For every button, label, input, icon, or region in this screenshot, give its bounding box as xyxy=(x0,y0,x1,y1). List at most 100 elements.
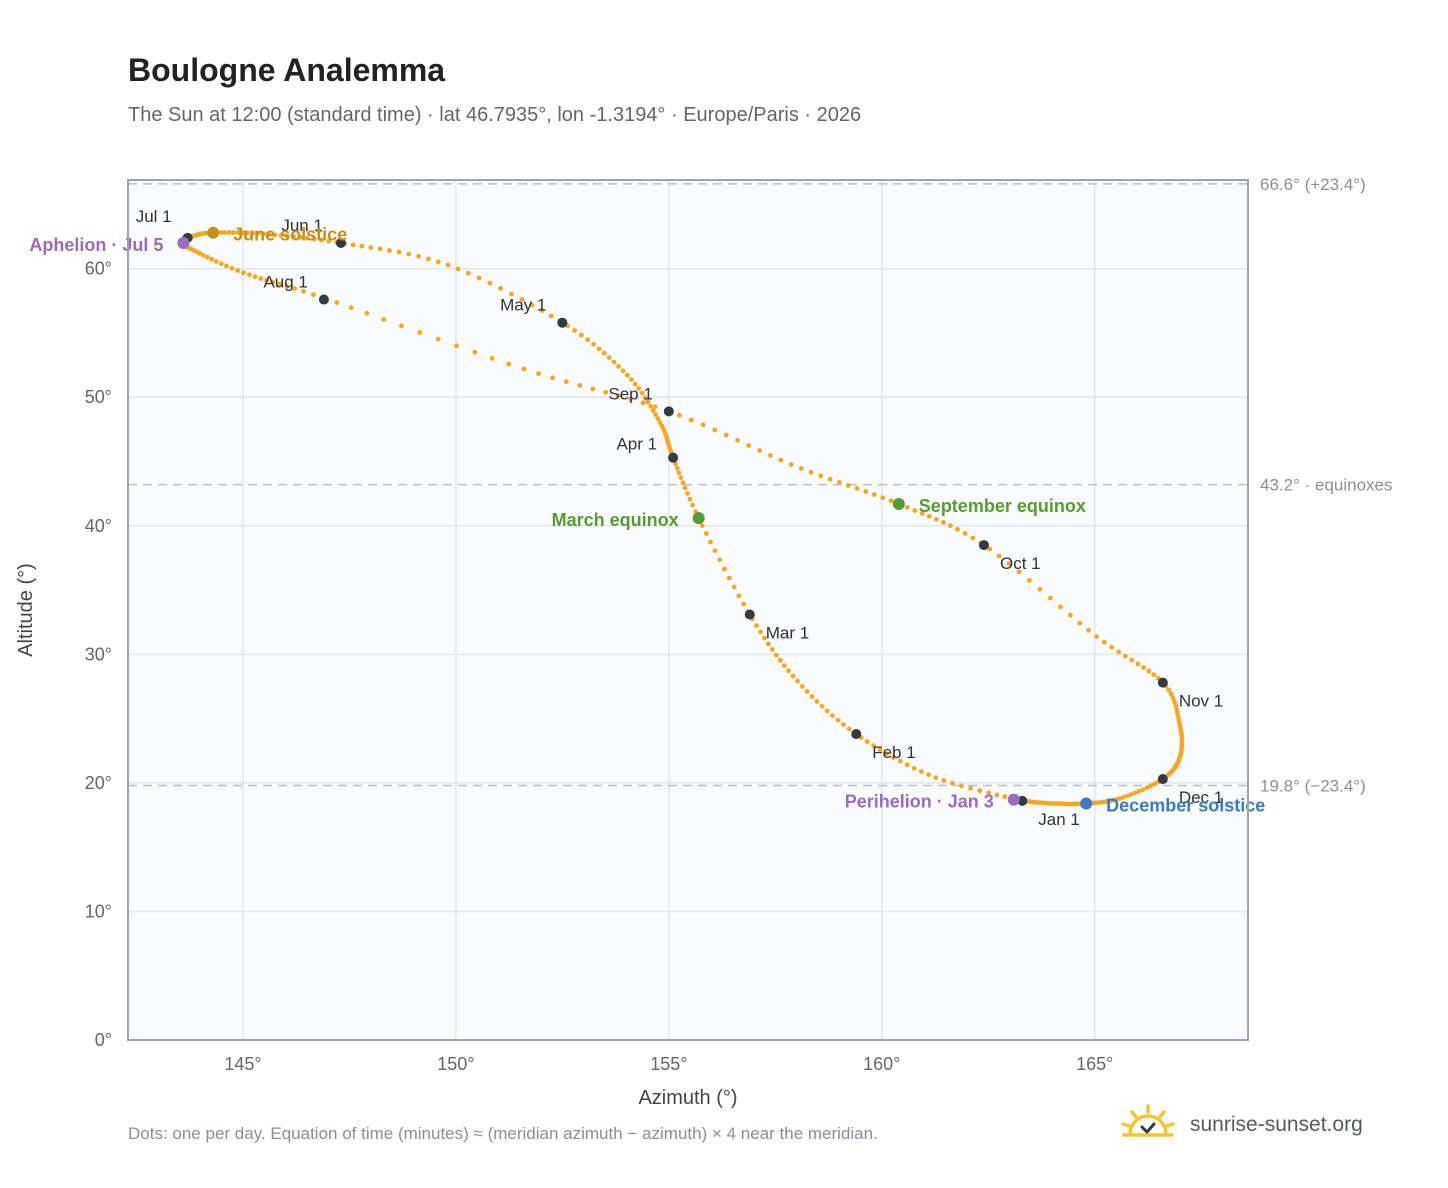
daily-dot xyxy=(1002,794,1008,800)
month-marker-label: Dec 1 xyxy=(1179,788,1223,807)
daily-dot xyxy=(350,242,356,248)
daily-dot xyxy=(1135,661,1141,667)
daily-dot xyxy=(673,461,678,467)
daily-dot xyxy=(632,381,638,387)
daily-dot xyxy=(311,292,316,297)
y-tick-label: 10° xyxy=(85,901,112,921)
daily-dot xyxy=(406,251,412,257)
daily-dot xyxy=(653,412,658,417)
daily-dot xyxy=(205,254,210,260)
daily-dot xyxy=(731,584,737,590)
daily-dot xyxy=(284,283,290,289)
daily-dot xyxy=(919,769,924,774)
chart-subtitle: The Sun at 12:00 (standard time) · lat 4… xyxy=(128,104,862,126)
daily-dot xyxy=(1144,785,1150,791)
daily-dot xyxy=(606,355,612,360)
daily-dot xyxy=(891,755,896,760)
daily-dot xyxy=(762,635,767,641)
daily-dot xyxy=(950,780,955,786)
daily-dot xyxy=(1120,795,1126,800)
daily-dot xyxy=(529,302,535,308)
daily-dot xyxy=(888,498,894,504)
event-marker-label: Aphelion · Jul 5 xyxy=(29,235,163,255)
daily-dot xyxy=(830,713,835,718)
daily-dot xyxy=(222,230,228,235)
event-marker-dot xyxy=(207,226,220,239)
month-marker-label: May 1 xyxy=(500,296,546,315)
daily-dot xyxy=(564,379,569,385)
daily-dot xyxy=(1173,702,1179,708)
daily-dot xyxy=(799,684,805,689)
daily-dot xyxy=(912,508,918,513)
x-tick-label: 160° xyxy=(863,1054,900,1074)
brand[interactable]: sunrise-sunset.org xyxy=(1120,1104,1400,1148)
daily-dot xyxy=(871,743,876,749)
daily-dot xyxy=(258,276,264,281)
daily-dot xyxy=(1094,634,1099,639)
event-marker-dot xyxy=(1080,797,1093,810)
month-marker-dot xyxy=(1017,795,1028,806)
daily-dot xyxy=(788,462,794,467)
daily-dot xyxy=(911,765,917,771)
daily-dot xyxy=(579,332,584,338)
month-marker-dot xyxy=(557,317,568,328)
daily-dot xyxy=(616,364,621,369)
month-marker-dot xyxy=(978,540,989,551)
daily-dot xyxy=(677,412,682,418)
brand-name[interactable]: sunrise-sunset.org xyxy=(1190,1113,1363,1136)
month-marker-dot xyxy=(318,294,329,305)
daily-dot xyxy=(1037,586,1043,592)
daily-dot xyxy=(489,355,495,361)
daily-dot xyxy=(245,230,251,236)
daily-dot xyxy=(396,249,402,255)
daily-dot xyxy=(1016,569,1022,575)
month-markers: Jan 1 Feb 1 Mar 1 Apr 1 May 1 Jun 1 Jul 1 Aug 1… xyxy=(136,207,1224,829)
daily-dot xyxy=(712,427,718,433)
event-markers: March equinox September equinox June solst… xyxy=(29,225,1265,816)
event-marker-dot xyxy=(892,497,905,510)
daily-dot xyxy=(987,546,993,552)
daily-dot xyxy=(657,420,663,425)
event-marker-label: December solstice xyxy=(1106,795,1265,815)
daily-dot xyxy=(601,350,607,356)
daily-dot xyxy=(1116,649,1122,655)
daily-dot xyxy=(824,708,830,714)
y-tick-label: 0° xyxy=(95,1030,112,1050)
daily-dot xyxy=(231,230,236,235)
daily-dot xyxy=(311,236,317,242)
month-marker-label: Jun 1 xyxy=(281,216,323,235)
daily-dot xyxy=(301,289,306,294)
daily-dot xyxy=(548,313,554,319)
daily-dot xyxy=(795,678,800,684)
daily-dot xyxy=(1047,595,1053,601)
daily-dot xyxy=(297,234,303,240)
daily-dot xyxy=(536,371,541,376)
daily-dot xyxy=(845,483,851,488)
daily-dot xyxy=(291,234,297,240)
daily-dot xyxy=(809,694,815,699)
daily-dot xyxy=(880,495,886,500)
daily-dot xyxy=(827,476,833,482)
daily-dot xyxy=(334,300,340,305)
daily-dot xyxy=(757,448,762,453)
daily-dot xyxy=(1027,578,1032,583)
daily-dot xyxy=(1175,713,1181,719)
month-marker-label: Jan 1 xyxy=(1038,810,1080,829)
month-marker-dot xyxy=(335,237,346,248)
x-tick-label: 150° xyxy=(437,1054,474,1074)
daily-dot xyxy=(1058,604,1063,610)
daily-dot xyxy=(773,652,779,658)
daily-dot xyxy=(226,230,232,235)
daily-dot xyxy=(241,270,246,276)
daily-dot xyxy=(572,328,577,333)
daily-dot xyxy=(506,361,512,367)
daily-dot xyxy=(200,252,206,258)
daily-dot xyxy=(611,359,617,365)
daily-dot xyxy=(326,238,332,244)
daily-dot xyxy=(723,432,729,438)
daily-dot xyxy=(904,762,910,768)
daily-dot xyxy=(255,231,261,236)
daily-dot xyxy=(218,230,224,235)
daily-dot xyxy=(628,396,634,402)
daily-sun-positions xyxy=(180,230,1185,807)
